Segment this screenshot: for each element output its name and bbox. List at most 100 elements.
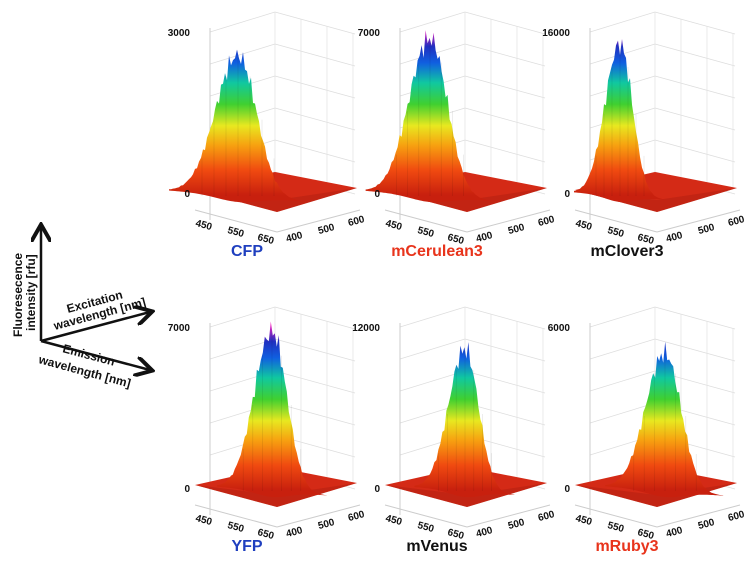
emission-tick: 550 (226, 520, 245, 535)
surface-plot-mclover3: 16000 0 450 550 650 400 500 600 mClover3 (542, 11, 746, 265)
panel-title: mClover3 (591, 243, 664, 260)
grid-line (399, 338, 466, 360)
emission-axis-line (384, 209, 468, 233)
grid-line (589, 306, 656, 328)
excitation-tick: 400 (285, 230, 304, 245)
grid-line (589, 338, 656, 360)
grid-line (274, 107, 356, 131)
grid-line (589, 11, 656, 33)
excitation-tick: 400 (475, 525, 494, 540)
excitation-tick: 500 (697, 222, 716, 237)
grid-line (654, 107, 736, 131)
emission-tick: 550 (606, 225, 625, 240)
surface-svg: 6000 0 450 550 650 400 500 600 mRuby3 (548, 306, 746, 555)
z-tick-zero: 0 (374, 189, 380, 200)
surface-svg: 7000 0 450 550 650 400 500 600 YFP (168, 306, 366, 555)
emission-peak-surface (414, 342, 515, 498)
surface-plot-cfp: 3000 0 450 550 650 400 500 600 CFP (165, 11, 366, 265)
excitation-axis-line (276, 504, 361, 528)
excitation-axis-line (656, 209, 741, 233)
surface-plot-mcerulean3: 7000 0 450 550 650 400 500 600 mCerulean3 (355, 11, 556, 265)
grid-line (464, 338, 546, 362)
emission-tick: 650 (446, 527, 465, 542)
emission-tick: 550 (226, 225, 245, 240)
z-tick-zero: 0 (374, 484, 380, 495)
axes-legend-svg: Fluoresecence intensity [rfu] Excitation… (11, 215, 180, 390)
emission-axis-line (574, 209, 658, 233)
grid-line (274, 75, 356, 99)
panel-title: CFP (231, 243, 263, 260)
grid-line (464, 43, 546, 67)
grid-line (654, 43, 736, 67)
emission-tick: 450 (384, 218, 403, 233)
grid-line (589, 370, 656, 392)
emission-tick: 450 (194, 218, 213, 233)
grid-line (209, 43, 276, 65)
excitation-tick: 500 (317, 222, 336, 237)
grid-line (274, 338, 356, 362)
grid-line (399, 11, 466, 33)
emission-axis-line (194, 504, 278, 528)
panel-title: mVenus (406, 538, 467, 555)
z-tick-zero: 0 (184, 189, 190, 200)
emission-tick: 450 (384, 513, 403, 528)
grid-line (654, 11, 736, 35)
z-axis-label-1: Fluoresecence (11, 253, 25, 337)
emission-axis-arrow (40, 339, 150, 370)
z-tick-zero: 0 (564, 189, 570, 200)
grid-line (274, 306, 356, 330)
grid-line (464, 139, 546, 163)
excitation-tick: 600 (727, 214, 746, 229)
grid-line (274, 11, 356, 35)
surface-plot-yfp: 7000 0 450 550 650 400 500 600 YFP (165, 306, 366, 560)
surface-svg: 7000 0 450 550 650 400 500 600 mCerulean3 (358, 11, 556, 260)
excitation-axis-line (466, 209, 551, 233)
emission-axis-line (384, 504, 468, 528)
excitation-tick: 600 (727, 509, 746, 524)
z-tick-max: 6000 (548, 323, 571, 334)
emission-tick: 550 (606, 520, 625, 535)
emission-axis-line (194, 209, 278, 233)
z-tick-zero: 0 (564, 484, 570, 495)
z-tick-max: 7000 (358, 28, 381, 39)
z-tick-max: 3000 (168, 28, 191, 39)
grid-line (464, 306, 546, 330)
emission-tick: 550 (416, 225, 435, 240)
surface-svg: 12000 0 450 550 650 400 500 600 mVenus (352, 306, 556, 555)
emission-peak-surface (169, 49, 307, 203)
panel-title: mCerulean3 (391, 243, 483, 260)
excitation-tick: 400 (285, 525, 304, 540)
z-tick-max: 7000 (168, 323, 191, 334)
excitation-tick: 500 (317, 517, 336, 532)
panel-title: mRuby3 (595, 538, 658, 555)
z-tick-max: 12000 (352, 323, 380, 334)
excitation-axis-arrow (40, 312, 150, 343)
excitation-tick: 500 (507, 517, 526, 532)
grid-line (209, 306, 276, 328)
floor-shadow (575, 188, 737, 212)
grid-line (654, 306, 736, 330)
excitation-tick: 600 (347, 509, 366, 524)
grid-line (654, 338, 736, 362)
axes-legend: Fluoresecence intensity [rfu] Excitation… (0, 215, 180, 405)
emission-peak-surface (216, 321, 327, 498)
emission-peak-surface (365, 30, 494, 203)
grid-line (464, 107, 546, 131)
surface-plot-mvenus: 12000 0 450 550 650 400 500 600 mVenus (352, 306, 556, 560)
grid-line (274, 43, 356, 67)
emission-tick: 650 (256, 527, 275, 542)
grid-line (654, 75, 736, 99)
z-axis-label-2: intensity [rfu] (24, 254, 38, 331)
grid-line (654, 139, 736, 163)
grid-line (464, 11, 546, 35)
surface-svg: 3000 0 450 550 650 400 500 600 CFP (168, 11, 366, 260)
excitation-tick: 400 (665, 525, 684, 540)
grid-line (589, 402, 656, 424)
emission-tick: 650 (636, 232, 655, 247)
panel-title: YFP (231, 538, 262, 555)
surface-svg: 16000 0 450 550 650 400 500 600 mClover3 (542, 11, 746, 260)
grid-line (274, 370, 356, 394)
excitation-tick: 400 (475, 230, 494, 245)
emission-tick: 550 (416, 520, 435, 535)
emission-peak-surface (605, 341, 724, 498)
